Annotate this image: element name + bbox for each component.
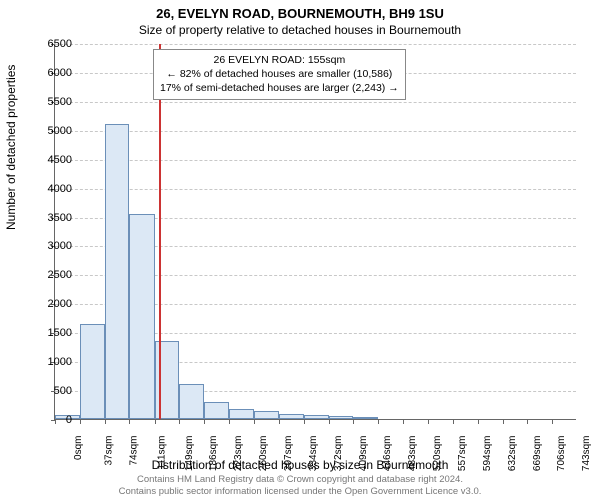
footer-line-1: Contains HM Land Registry data © Crown c… xyxy=(0,474,600,486)
y-tick-label: 1500 xyxy=(32,327,72,339)
gridline xyxy=(55,102,576,103)
x-tick-label: 223sqm xyxy=(233,436,244,472)
x-tick-label: 520sqm xyxy=(432,436,443,472)
y-tick-label: 2500 xyxy=(32,269,72,281)
x-tick-label: 0sqm xyxy=(73,436,84,460)
reference-line xyxy=(159,44,161,419)
annotation-line: 26 EVELYN ROAD: 155sqm xyxy=(160,53,399,67)
x-tick-label: 594sqm xyxy=(482,436,493,472)
histogram-bar xyxy=(229,409,254,419)
title-main: 26, EVELYN ROAD, BOURNEMOUTH, BH9 1SU xyxy=(0,0,600,21)
x-tick-label: 446sqm xyxy=(383,436,394,472)
title-sub: Size of property relative to detached ho… xyxy=(0,21,600,37)
x-tick-label: 557sqm xyxy=(457,436,468,472)
annotation-box: 26 EVELYN ROAD: 155sqm← 82% of detached … xyxy=(153,49,406,100)
histogram-bar xyxy=(353,417,378,419)
x-tick-label: 483sqm xyxy=(407,436,418,472)
x-tick-label: 743sqm xyxy=(581,436,592,472)
y-tick-label: 5000 xyxy=(32,125,72,137)
gridline xyxy=(55,44,576,45)
y-tick-label: 4000 xyxy=(32,183,72,195)
histogram-bar xyxy=(279,414,304,419)
chart-area: 26 EVELYN ROAD: 155sqm← 82% of detached … xyxy=(54,44,576,420)
annotation-line: 17% of semi-detached houses are larger (… xyxy=(160,81,399,95)
histogram-bar xyxy=(329,416,354,419)
histogram-bar xyxy=(105,124,130,419)
y-tick-label: 0 xyxy=(32,414,72,426)
histogram-bar xyxy=(254,411,279,419)
x-tick-label: 669sqm xyxy=(532,436,543,472)
x-tick-label: 149sqm xyxy=(184,436,195,472)
x-tick-label: 297sqm xyxy=(283,436,294,472)
gridline xyxy=(55,189,576,190)
x-tick-label: 632sqm xyxy=(507,436,518,472)
x-tick-label: 706sqm xyxy=(557,436,568,472)
y-tick-label: 1000 xyxy=(32,356,72,368)
histogram-bar xyxy=(304,415,329,419)
x-tick-label: 260sqm xyxy=(258,436,269,472)
histogram-bar xyxy=(204,402,229,419)
y-axis-label: Number of detached properties xyxy=(4,65,18,230)
y-tick-label: 2000 xyxy=(32,298,72,310)
y-tick-label: 3500 xyxy=(32,212,72,224)
histogram-bar xyxy=(179,384,204,419)
annotation-line: ← 82% of detached houses are smaller (10… xyxy=(160,67,399,81)
y-tick-label: 6500 xyxy=(32,38,72,50)
x-tick-label: 334sqm xyxy=(308,436,319,472)
chart-container: 26, EVELYN ROAD, BOURNEMOUTH, BH9 1SU Si… xyxy=(0,0,600,500)
gridline xyxy=(55,131,576,132)
histogram-bar xyxy=(129,214,154,419)
footer-line-2: Contains public sector information licen… xyxy=(0,486,600,498)
x-tick-label: 74sqm xyxy=(128,436,139,466)
y-tick-label: 4500 xyxy=(32,154,72,166)
y-tick-label: 3000 xyxy=(32,240,72,252)
x-tick-label: 186sqm xyxy=(209,436,220,472)
histogram-bar xyxy=(80,324,105,419)
x-tick-label: 372sqm xyxy=(333,436,344,472)
gridline xyxy=(55,160,576,161)
footer-attribution: Contains HM Land Registry data © Crown c… xyxy=(0,474,600,498)
y-tick-label: 500 xyxy=(32,385,72,397)
y-tick-label: 6000 xyxy=(32,67,72,79)
plot-area: 26 EVELYN ROAD: 155sqm← 82% of detached … xyxy=(54,44,576,420)
x-tick-label: 37sqm xyxy=(103,436,114,466)
x-tick-label: 409sqm xyxy=(358,436,369,472)
y-tick-label: 5500 xyxy=(32,96,72,108)
x-tick-label: 111sqm xyxy=(157,436,168,470)
